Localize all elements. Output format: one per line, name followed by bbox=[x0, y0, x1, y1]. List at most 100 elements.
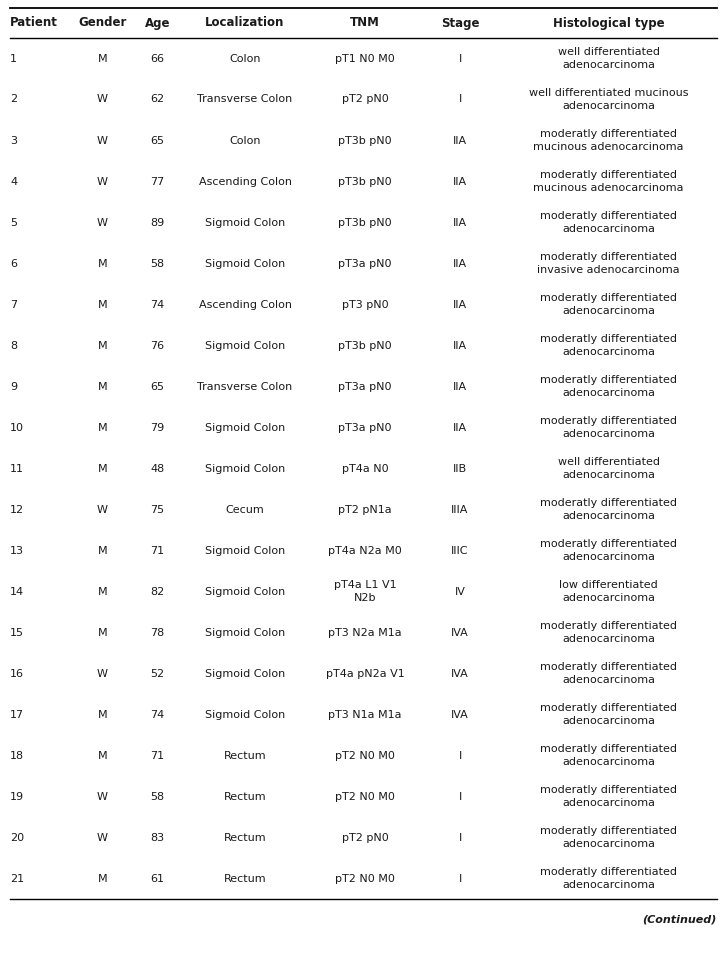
Text: moderatly differentiated
invasive adenocarcinoma: moderatly differentiated invasive adenoc… bbox=[537, 252, 680, 275]
Text: moderatly differentiated
mucinous adenocarcinoma: moderatly differentiated mucinous adenoc… bbox=[533, 129, 684, 152]
Text: 58: 58 bbox=[150, 792, 164, 801]
Text: well differentiated
adenocarcinoma: well differentiated adenocarcinoma bbox=[558, 457, 659, 480]
Text: pT3b pN0: pT3b pN0 bbox=[338, 177, 392, 186]
Text: 16: 16 bbox=[10, 669, 24, 678]
Text: I: I bbox=[459, 54, 462, 63]
Text: pT1 N0 M0: pT1 N0 M0 bbox=[335, 54, 395, 63]
Text: IIIA: IIIA bbox=[451, 505, 469, 514]
Text: M: M bbox=[97, 259, 108, 268]
Text: Sigmoid Colon: Sigmoid Colon bbox=[205, 546, 285, 555]
Text: 66: 66 bbox=[150, 54, 164, 63]
Text: 79: 79 bbox=[150, 423, 164, 432]
Text: 74: 74 bbox=[150, 300, 164, 309]
Text: pT3a pN0: pT3a pN0 bbox=[338, 423, 392, 432]
Text: IIA: IIA bbox=[453, 136, 467, 145]
Text: moderatly differentiated
mucinous adenocarcinoma: moderatly differentiated mucinous adenoc… bbox=[533, 170, 684, 193]
Text: W: W bbox=[97, 177, 108, 186]
Text: Patient: Patient bbox=[10, 16, 58, 30]
Text: moderatly differentiated
adenocarcinoma: moderatly differentiated adenocarcinoma bbox=[540, 416, 677, 439]
Text: 5: 5 bbox=[10, 217, 17, 228]
Text: 71: 71 bbox=[150, 751, 164, 760]
Text: pT4a N2a M0: pT4a N2a M0 bbox=[328, 546, 402, 555]
Text: pT3 N2a M1a: pT3 N2a M1a bbox=[328, 628, 402, 637]
Text: IV: IV bbox=[454, 586, 465, 597]
Text: Rectum: Rectum bbox=[224, 874, 266, 883]
Text: 61: 61 bbox=[150, 874, 164, 883]
Text: 65: 65 bbox=[150, 136, 164, 145]
Text: moderatly differentiated
adenocarcinoma: moderatly differentiated adenocarcinoma bbox=[540, 826, 677, 849]
Text: IIIC: IIIC bbox=[451, 546, 469, 555]
Text: moderatly differentiated
adenocarcinoma: moderatly differentiated adenocarcinoma bbox=[540, 498, 677, 521]
Text: W: W bbox=[97, 217, 108, 228]
Text: pT2 pN1a: pT2 pN1a bbox=[338, 505, 392, 514]
Text: M: M bbox=[97, 340, 108, 351]
Text: M: M bbox=[97, 463, 108, 474]
Text: TNM: TNM bbox=[350, 16, 380, 30]
Text: moderatly differentiated
adenocarcinoma: moderatly differentiated adenocarcinoma bbox=[540, 293, 677, 316]
Text: I: I bbox=[459, 94, 462, 105]
Text: 58: 58 bbox=[150, 259, 164, 268]
Text: 74: 74 bbox=[150, 709, 164, 720]
Text: moderatly differentiated
adenocarcinoma: moderatly differentiated adenocarcinoma bbox=[540, 703, 677, 726]
Text: W: W bbox=[97, 94, 108, 105]
Text: IIA: IIA bbox=[453, 300, 467, 309]
Text: I: I bbox=[459, 751, 462, 760]
Text: pT3 N1a M1a: pT3 N1a M1a bbox=[329, 709, 402, 720]
Text: M: M bbox=[97, 546, 108, 555]
Text: M: M bbox=[97, 382, 108, 391]
Text: 75: 75 bbox=[150, 505, 164, 514]
Text: M: M bbox=[97, 300, 108, 309]
Text: Histological type: Histological type bbox=[553, 16, 664, 30]
Text: moderatly differentiated
adenocarcinoma: moderatly differentiated adenocarcinoma bbox=[540, 662, 677, 685]
Text: pT2 N0 M0: pT2 N0 M0 bbox=[335, 874, 395, 883]
Text: 14: 14 bbox=[10, 586, 24, 597]
Text: 11: 11 bbox=[10, 463, 24, 474]
Text: 3: 3 bbox=[10, 136, 17, 145]
Text: moderatly differentiated
adenocarcinoma: moderatly differentiated adenocarcinoma bbox=[540, 211, 677, 234]
Text: W: W bbox=[97, 832, 108, 843]
Text: Transverse Colon: Transverse Colon bbox=[197, 382, 293, 391]
Text: W: W bbox=[97, 792, 108, 801]
Text: pT2 pN0: pT2 pN0 bbox=[342, 94, 388, 105]
Text: pT3b pN0: pT3b pN0 bbox=[338, 340, 392, 351]
Text: 62: 62 bbox=[150, 94, 164, 105]
Text: pT2 N0 M0: pT2 N0 M0 bbox=[335, 792, 395, 801]
Text: Gender: Gender bbox=[79, 16, 126, 30]
Text: moderatly differentiated
adenocarcinoma: moderatly differentiated adenocarcinoma bbox=[540, 867, 677, 890]
Text: 1: 1 bbox=[10, 54, 17, 63]
Text: 4: 4 bbox=[10, 177, 17, 186]
Text: Ascending Colon: Ascending Colon bbox=[198, 300, 292, 309]
Text: 77: 77 bbox=[150, 177, 164, 186]
Text: Sigmoid Colon: Sigmoid Colon bbox=[205, 423, 285, 432]
Text: 2: 2 bbox=[10, 94, 17, 105]
Text: pT3a pN0: pT3a pN0 bbox=[338, 259, 392, 268]
Text: Rectum: Rectum bbox=[224, 751, 266, 760]
Text: M: M bbox=[97, 874, 108, 883]
Text: 89: 89 bbox=[150, 217, 164, 228]
Text: IVA: IVA bbox=[451, 709, 469, 720]
Text: 12: 12 bbox=[10, 505, 24, 514]
Text: 82: 82 bbox=[150, 586, 164, 597]
Text: moderatly differentiated
adenocarcinoma: moderatly differentiated adenocarcinoma bbox=[540, 539, 677, 562]
Text: IIB: IIB bbox=[453, 463, 467, 474]
Text: 52: 52 bbox=[150, 669, 164, 678]
Text: 78: 78 bbox=[150, 628, 164, 637]
Text: (Continued): (Continued) bbox=[643, 914, 717, 924]
Text: Ascending Colon: Ascending Colon bbox=[198, 177, 292, 186]
Text: Stage: Stage bbox=[441, 16, 479, 30]
Text: moderatly differentiated
adenocarcinoma: moderatly differentiated adenocarcinoma bbox=[540, 785, 677, 808]
Text: pT3b pN0: pT3b pN0 bbox=[338, 136, 392, 145]
Text: Sigmoid Colon: Sigmoid Colon bbox=[205, 669, 285, 678]
Text: moderatly differentiated
adenocarcinoma: moderatly differentiated adenocarcinoma bbox=[540, 334, 677, 357]
Text: M: M bbox=[97, 751, 108, 760]
Text: IIA: IIA bbox=[453, 259, 467, 268]
Text: M: M bbox=[97, 54, 108, 63]
Text: 15: 15 bbox=[10, 628, 24, 637]
Text: moderatly differentiated
adenocarcinoma: moderatly differentiated adenocarcinoma bbox=[540, 744, 677, 767]
Text: pT2 N0 M0: pT2 N0 M0 bbox=[335, 751, 395, 760]
Text: I: I bbox=[459, 874, 462, 883]
Text: IIA: IIA bbox=[453, 382, 467, 391]
Text: well differentiated mucinous
adenocarcinoma: well differentiated mucinous adenocarcin… bbox=[529, 88, 688, 111]
Text: pT4a pN2a V1: pT4a pN2a V1 bbox=[326, 669, 404, 678]
Text: 13: 13 bbox=[10, 546, 24, 555]
